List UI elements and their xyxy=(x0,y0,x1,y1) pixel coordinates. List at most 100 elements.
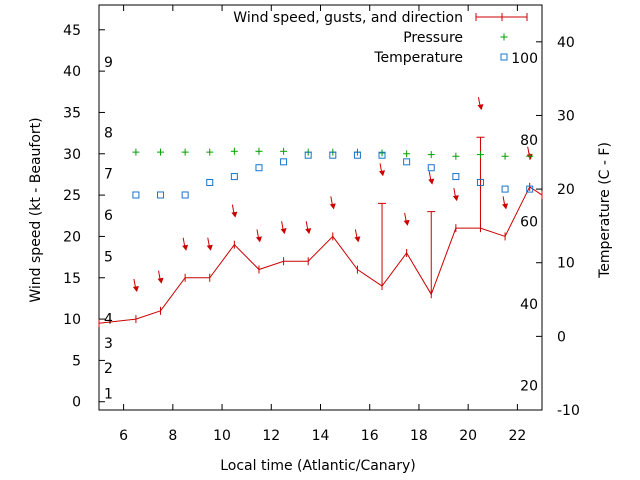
fahrenheit-label: 20 xyxy=(520,379,538,395)
wind-direction-arrowhead xyxy=(157,277,164,284)
y-tick-label: 40 xyxy=(63,64,81,80)
y2-axis-title: Temperature (C - F) xyxy=(597,142,613,279)
y2-tick-label: 0 xyxy=(557,329,566,345)
beaufort-label: 3 xyxy=(104,336,113,352)
temperature-point xyxy=(280,158,288,166)
temperature-point xyxy=(427,164,435,172)
temperature-point xyxy=(206,178,214,186)
plot-frame xyxy=(98,4,543,411)
beaufort-label: 6 xyxy=(104,208,113,224)
temperature-point xyxy=(230,173,238,181)
beaufort-label: 8 xyxy=(104,125,113,141)
temperature-point xyxy=(181,191,189,199)
temperature-point xyxy=(378,151,386,159)
pressure-point xyxy=(280,147,288,155)
x-tick-label: 12 xyxy=(262,428,280,444)
pressure-point xyxy=(403,150,411,158)
beaufort-label: 9 xyxy=(104,55,113,71)
x-tick-label: 22 xyxy=(508,428,526,444)
wind-direction-arrowhead xyxy=(206,244,213,251)
wind-direction-arrowhead xyxy=(280,228,287,235)
beaufort-label: 7 xyxy=(104,167,113,183)
wind-direction-arrowhead xyxy=(403,219,410,226)
wind-direction-arrowhead xyxy=(305,228,312,235)
wind-direction-arrowhead xyxy=(182,244,189,251)
ticks-layer: 6 8 10 12 14 16 18 20 22051015202530354045-10010… xyxy=(63,5,580,444)
wind-direction-arrowhead xyxy=(255,236,262,243)
y-tick-label: 5 xyxy=(72,353,81,369)
beaufort-label: 4 xyxy=(104,311,113,327)
y2-tick-label: 10 xyxy=(557,256,575,272)
pressure-point xyxy=(181,148,189,156)
data-layer xyxy=(98,97,543,328)
pressure-point xyxy=(476,151,484,159)
beaufort-label: 2 xyxy=(104,361,113,377)
wind-direction-arrowhead xyxy=(477,104,484,111)
pressure-point xyxy=(206,148,214,156)
wind-direction-arrowhead xyxy=(502,203,509,210)
x-tick-label: 18 xyxy=(410,428,428,444)
temperature-point xyxy=(329,151,337,159)
temperature-point xyxy=(157,191,165,199)
y-tick-label: 45 xyxy=(63,23,81,39)
y2-tick-label: 20 xyxy=(557,182,575,198)
legend-label-pressure: Pressure xyxy=(403,30,463,46)
temperature-point xyxy=(255,164,263,172)
x-tick-label: 14 xyxy=(312,428,330,444)
legend-label-temperature: Temperature xyxy=(373,50,463,66)
x-tick-label: 8 xyxy=(168,428,177,444)
pressure-point xyxy=(132,148,140,156)
wind-direction-arrowhead xyxy=(231,211,238,218)
legend-layer: Wind speed, gusts, and direction Pressure… xyxy=(233,10,528,66)
beaufort-label: 1 xyxy=(104,386,113,402)
fahrenheit-label: 80 xyxy=(520,133,538,149)
temperature-point xyxy=(353,151,361,159)
wind-direction-arrowhead xyxy=(132,286,139,293)
x-axis-title: Local time (Atlantic/Canary) xyxy=(220,458,416,474)
legend-symbol-temperature xyxy=(500,53,508,61)
y2-tick-label: 40 xyxy=(557,35,575,51)
pressure-point xyxy=(501,152,509,160)
x-tick-label: 20 xyxy=(459,428,477,444)
temperature-point xyxy=(526,185,534,193)
y-tick-label: 15 xyxy=(63,271,81,287)
wind-direction-arrowhead xyxy=(354,236,361,243)
y-tick-label: 0 xyxy=(72,395,81,411)
fahrenheit-label: 60 xyxy=(520,214,538,230)
temperature-point xyxy=(452,173,460,181)
x-tick-label: 16 xyxy=(361,428,379,444)
x-tick-label: 10 xyxy=(213,428,231,444)
y-axis-title: Wind speed (kt - Beaufort) xyxy=(28,117,44,302)
temperature-point xyxy=(132,191,140,199)
wind-direction-arrowhead xyxy=(329,203,336,210)
pressure-point xyxy=(526,152,534,160)
fahrenheit-label: 100 xyxy=(511,51,538,67)
axes-layer xyxy=(98,4,543,411)
x-tick-label: 6 xyxy=(119,428,128,444)
pressure-point xyxy=(255,147,263,155)
legend-label-wind: Wind speed, gusts, and direction xyxy=(233,10,463,26)
pressure-point xyxy=(230,147,238,155)
temperature-point xyxy=(403,158,411,166)
y-tick-label: 30 xyxy=(63,147,81,163)
y2-tick-label: 30 xyxy=(557,108,575,124)
pressure-point xyxy=(452,152,460,160)
pressure-point xyxy=(427,151,435,159)
beaufort-label: 5 xyxy=(104,249,113,265)
y-tick-label: 10 xyxy=(63,312,81,328)
pressure-point xyxy=(157,148,165,156)
wind-direction-arrowhead xyxy=(428,178,435,185)
temperature-point xyxy=(476,178,484,186)
temperature-point xyxy=(304,151,312,159)
y2-tick-label: -10 xyxy=(557,403,580,419)
pressure-point xyxy=(378,149,386,157)
wind-speed-line xyxy=(98,186,543,324)
fahrenheit-label: 40 xyxy=(520,297,538,313)
y-tick-label: 25 xyxy=(63,188,81,204)
temperature-point xyxy=(501,185,509,193)
wind-direction-arrowhead xyxy=(379,170,386,177)
y-tick-label: 35 xyxy=(63,105,81,121)
wind-direction-arrowhead xyxy=(452,195,459,202)
